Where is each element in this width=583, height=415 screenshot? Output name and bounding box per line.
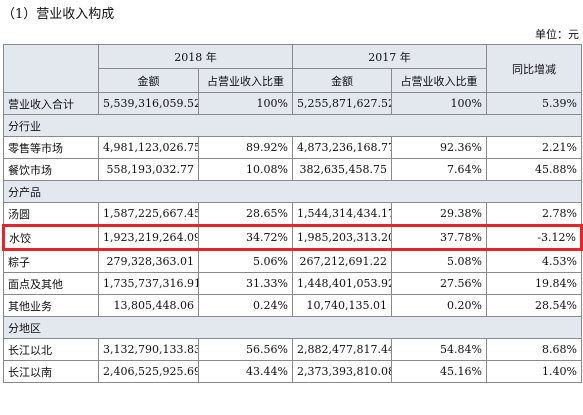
section-title: （1）营业收入构成: [2, 7, 115, 22]
table-cell: 2,406,525,925.69: [98, 360, 199, 383]
table-cell: 1,923,219,264.09: [98, 224, 199, 251]
table-cell: 31.33%: [198, 272, 293, 295]
table-cell: 89.92%: [198, 136, 293, 159]
unit-label: 单位：元: [535, 28, 579, 41]
table-cell: 餐饮市场: [3, 158, 99, 181]
table-row: 长江以南 2,406,525,925.69 43.44% 2,373,393,810.…: [3, 360, 582, 383]
header-cell: 2017 年: [292, 44, 487, 69]
table-cell: 34.72%: [198, 224, 293, 251]
table-header: 2018 年 2017 年 同比增减 金额 占营业收入比重 金额 占营业收入比重: [3, 44, 582, 93]
table-cell: 28.65%: [198, 202, 293, 226]
table-cell: 汤圆: [3, 202, 99, 226]
table-cell: 10.08%: [198, 158, 293, 181]
table-cell: 267,212,691.22: [292, 249, 392, 273]
table-cell: 7.64%: [391, 158, 487, 181]
table-row: 水饺 1,923,219,264.09 34.72% 1,985,203,313.20…: [2, 224, 583, 251]
header-cell: 金额: [292, 68, 392, 93]
header-cell: 占营业收入比重: [198, 68, 293, 93]
table-cell: -3.12%: [486, 224, 583, 251]
table-cell: 2.21%: [486, 136, 582, 159]
table-cell: 3,132,790,133.83: [98, 338, 199, 361]
table-row: 粽子 279,328,363.01 5.06% 267,212,691.22 5.08%…: [3, 249, 582, 273]
table-cell: 面点及其他: [3, 272, 99, 295]
table-cell: 1,735,737,316.91: [98, 272, 199, 295]
table-cell: 100%: [391, 92, 487, 115]
header-cell: 2018 年: [98, 44, 293, 69]
table-cell: 5,539,316,059.52: [98, 92, 199, 115]
table-cell: 558,193,032.77: [98, 158, 199, 181]
table-cell: 100%: [198, 92, 293, 115]
table-cell: 5.08%: [391, 249, 487, 273]
table-cell: 92.36%: [391, 136, 487, 159]
table-cell: 1,544,314,434.17: [292, 202, 392, 226]
table-cell: 45.16%: [391, 360, 487, 383]
table-cell: 长江以北: [3, 338, 99, 361]
table-cell: 2,373,393,810.08: [292, 360, 392, 383]
table-body: 营业收入合计 5,539,316,059.52 100% 5,255,871,627.…: [2, 92, 583, 383]
section-cell: 分地区: [3, 316, 582, 339]
table-cell: 2.78%: [486, 202, 582, 226]
section-cell: 分产品: [3, 180, 582, 203]
table-cell: 0.24%: [198, 294, 293, 317]
table-row: 长江以北 3,132,790,133.83 56.56% 2,882,477,817.…: [3, 338, 582, 361]
table-row: 零售等市场 4,981,123,026.75 89.92% 4,873,236,168…: [3, 136, 582, 159]
table-cell: 营业收入合计: [3, 92, 99, 115]
table-row: 营业收入合计 5,539,316,059.52 100% 5,255,871,627.…: [3, 92, 582, 115]
table-row: 分产品: [3, 180, 582, 203]
table-cell: 长江以南: [3, 360, 99, 383]
section-cell: 分行业: [3, 114, 582, 137]
table-row: 分行业: [3, 114, 582, 137]
table-cell: 54.84%: [391, 338, 487, 361]
table-cell: 2,882,477,817.44: [292, 338, 392, 361]
table-cell: 37.78%: [391, 224, 487, 251]
table-row: 分地区: [3, 316, 582, 339]
table-cell: 5.39%: [486, 92, 582, 115]
table-cell: 10,740,135.01: [292, 294, 392, 317]
table-cell: 43.44%: [198, 360, 293, 383]
table-cell: 4,873,236,168.77: [292, 136, 392, 159]
table-cell: 零售等市场: [3, 136, 99, 159]
table-cell: 5,255,871,627.52: [292, 92, 392, 115]
table-row: 面点及其他 1,735,737,316.91 31.33% 1,448,401,053…: [3, 272, 582, 295]
table-cell: 19.84%: [486, 272, 582, 295]
header-row: 2018 年 2017 年 同比增减: [3, 44, 582, 93]
table-cell: 4,981,123,026.75: [98, 136, 199, 159]
table-cell: 8.68%: [486, 338, 582, 361]
header-cell: [3, 44, 99, 93]
table-cell: 29.38%: [391, 202, 487, 226]
table-cell: 56.56%: [198, 338, 293, 361]
table-cell: 1.40%: [486, 360, 582, 383]
table-cell: 水饺: [2, 224, 99, 251]
table-cell: 27.56%: [391, 272, 487, 295]
table-row: 餐饮市场 558,193,032.77 10.08% 382,635,458.75 7.…: [3, 158, 582, 181]
table-cell: 1,448,401,053.92: [292, 272, 392, 295]
table-cell: 28.54%: [486, 294, 582, 317]
revenue-table: 2018 年 2017 年 同比增减 金额 占营业收入比重 金额 占营业收入比重…: [2, 44, 583, 383]
header-cell: 占营业收入比重: [391, 68, 487, 93]
table-cell: 其他业务: [3, 294, 99, 317]
table-cell: 1,985,203,313.20: [292, 224, 392, 251]
table-row: 其他业务 13,805,448.06 0.24% 10,740,135.01 0.20%…: [3, 294, 582, 317]
table-cell: 382,635,458.75: [292, 158, 392, 181]
table-row: 汤圆 1,587,225,667.45 28.65% 1,544,314,434.17…: [3, 202, 582, 226]
header-row: 金额 占营业收入比重 金额 占营业收入比重: [4, 68, 582, 93]
table-cell: 279,328,363.01: [98, 249, 199, 273]
table-cell: 1,587,225,667.45: [98, 202, 199, 226]
table-cell: 45.88%: [486, 158, 582, 181]
table-cell: 4.53%: [486, 249, 582, 273]
table-cell: 0.20%: [391, 294, 487, 317]
table-cell: 粽子: [3, 249, 99, 273]
table-cell: 5.06%: [198, 249, 293, 273]
header-cell: 同比增减: [486, 44, 582, 93]
table-cell: 13,805,448.06: [98, 294, 199, 317]
header-cell: 金额: [98, 68, 199, 93]
